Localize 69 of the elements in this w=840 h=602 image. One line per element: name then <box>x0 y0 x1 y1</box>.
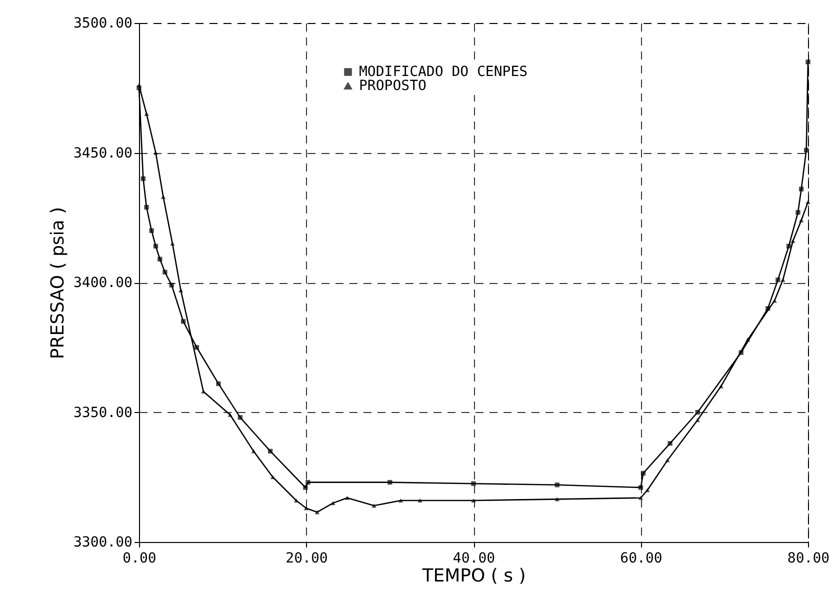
point <box>160 194 166 199</box>
point <box>144 204 149 210</box>
legend-label: PROPOSTO <box>359 78 426 94</box>
legend-label: MODIFICADO DO CENPES <box>359 64 528 80</box>
point <box>158 256 162 262</box>
point <box>169 282 174 288</box>
point <box>645 488 650 492</box>
point <box>772 298 777 303</box>
point <box>766 306 770 311</box>
x-tick-label: 60.00 <box>620 550 662 566</box>
point <box>388 480 392 485</box>
point <box>786 244 792 249</box>
point <box>695 410 700 415</box>
point <box>306 480 310 485</box>
x-tick-label: 20.00 <box>286 550 328 566</box>
point <box>554 482 560 488</box>
point <box>718 384 724 388</box>
point <box>471 481 476 486</box>
point <box>640 470 646 476</box>
y-axis-title: PRESSAO ( psia ) <box>48 206 68 360</box>
point <box>153 244 158 249</box>
x-axis-title: TEMPO ( s ) <box>421 566 526 586</box>
point <box>796 210 800 215</box>
point <box>638 496 644 500</box>
point <box>776 278 780 282</box>
point <box>144 112 149 116</box>
point <box>180 319 186 324</box>
point <box>330 501 336 506</box>
point <box>806 200 810 204</box>
point <box>153 150 158 155</box>
x-tick-label: 80.00 <box>787 550 830 566</box>
point <box>738 350 744 355</box>
point <box>798 186 804 192</box>
y-tick-label: 3450.00 <box>73 145 132 162</box>
y-tick-label: 3500.00 <box>73 16 132 32</box>
point <box>344 496 350 500</box>
point <box>201 389 206 394</box>
point <box>798 218 804 222</box>
x-tick-label: 40.00 <box>452 550 496 566</box>
point <box>303 485 308 490</box>
point <box>398 498 404 503</box>
point <box>194 345 200 350</box>
point <box>804 148 809 152</box>
point <box>270 475 276 480</box>
point <box>668 441 672 446</box>
point <box>162 270 168 274</box>
point <box>178 288 184 292</box>
point <box>665 458 670 462</box>
point <box>170 242 175 246</box>
point <box>268 448 273 454</box>
point <box>806 60 810 64</box>
point <box>136 83 142 88</box>
point <box>216 381 221 386</box>
y-tick-label: 3400.00 <box>73 275 132 291</box>
point <box>695 418 700 422</box>
point <box>149 228 154 233</box>
point <box>228 412 232 417</box>
x-tick-label: 0.00 <box>122 550 156 566</box>
point <box>304 506 309 510</box>
point <box>418 498 422 503</box>
point <box>745 338 750 342</box>
y-tick-label: 3350.00 <box>73 404 132 421</box>
point <box>638 485 644 490</box>
point <box>471 498 476 503</box>
point <box>780 278 786 282</box>
y-tick-label: 3300.00 <box>73 534 132 550</box>
point <box>238 415 243 420</box>
point <box>790 238 796 244</box>
point <box>140 176 146 182</box>
